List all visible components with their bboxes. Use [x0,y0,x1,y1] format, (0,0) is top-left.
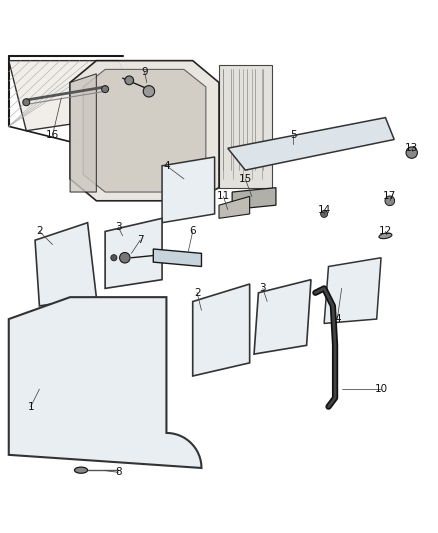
Polygon shape [35,223,96,306]
Text: 2: 2 [36,227,43,237]
Polygon shape [9,297,201,468]
Polygon shape [162,157,215,223]
Text: 4: 4 [334,314,341,324]
Text: 3: 3 [259,284,266,293]
Polygon shape [70,61,219,201]
Ellipse shape [379,233,392,239]
Text: 14: 14 [318,205,331,215]
Text: 1: 1 [27,402,34,411]
Polygon shape [83,69,206,192]
Text: 10: 10 [374,384,388,394]
Polygon shape [70,74,96,192]
Text: 12: 12 [379,227,392,237]
Polygon shape [324,258,381,324]
Circle shape [385,196,395,206]
Circle shape [125,76,134,85]
Polygon shape [153,249,201,266]
Text: 11: 11 [217,191,230,201]
Text: 13: 13 [405,143,418,154]
Circle shape [111,255,117,261]
Text: 7: 7 [137,235,144,245]
Circle shape [321,211,328,217]
Circle shape [406,147,417,158]
Polygon shape [9,61,145,131]
Text: 5: 5 [290,130,297,140]
Polygon shape [219,197,250,219]
Circle shape [120,253,130,263]
Polygon shape [193,284,250,376]
Polygon shape [228,118,394,170]
Polygon shape [232,188,276,209]
Text: 2: 2 [194,288,201,298]
Circle shape [102,86,109,93]
Text: 3: 3 [115,222,122,232]
Text: 16: 16 [46,130,59,140]
Text: 4: 4 [163,161,170,171]
Text: 15: 15 [239,174,252,184]
Circle shape [23,99,30,106]
Circle shape [143,86,155,97]
Polygon shape [105,219,162,288]
Text: 9: 9 [141,67,148,77]
Ellipse shape [74,467,88,473]
Text: 6: 6 [189,227,196,237]
Polygon shape [254,280,311,354]
Polygon shape [219,65,272,188]
Text: 17: 17 [383,191,396,201]
Text: 8: 8 [115,467,122,478]
